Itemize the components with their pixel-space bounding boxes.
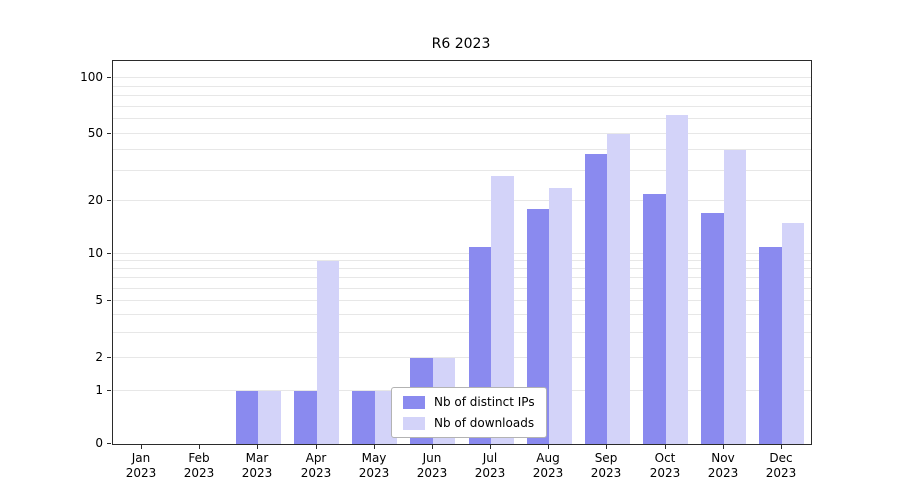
x-tick-mark	[257, 445, 258, 449]
x-tick-label: Apr 2023	[300, 451, 332, 480]
y-tick-label: 1	[95, 383, 103, 397]
bar-distinct-ips-dec	[759, 246, 782, 444]
bar-distinct-ips-may	[352, 391, 375, 444]
y-tick-label: 5	[95, 293, 103, 307]
gridline	[113, 253, 811, 254]
y-tick-mark	[107, 300, 111, 301]
y-tick-mark	[107, 133, 111, 134]
y-tick-label: 20	[87, 193, 103, 207]
x-tick-label: Jun 2023	[416, 451, 448, 480]
bar-distinct-ips-mar	[235, 391, 259, 444]
y-tick-mark	[107, 357, 111, 358]
x-tick-mark	[606, 445, 607, 449]
gridline	[113, 313, 811, 315]
x-tick-mark	[141, 445, 142, 449]
legend-label-distinct-ips: Nb of distinct IPs	[434, 395, 535, 409]
bar-distinct-ips-oct	[643, 194, 666, 444]
y-tick-label: 10	[87, 246, 103, 260]
y-tick-label: 0	[95, 436, 103, 450]
x-tick-label: Aug 2023	[532, 451, 564, 480]
bar-downloads-jul	[491, 176, 514, 444]
x-tick-mark	[199, 445, 200, 449]
x-tick-mark	[781, 445, 782, 449]
legend-item-distinct-ips: Nb of distinct IPs	[403, 395, 535, 409]
x-tick-label: Mar 2023	[241, 451, 273, 480]
x-tick-label: Jan 2023	[125, 451, 157, 480]
bar-downloads-apr	[316, 261, 340, 444]
x-tick-label: Sep 2023	[590, 451, 622, 480]
legend-item-downloads: Nb of downloads	[403, 416, 535, 430]
y-tick-mark	[107, 390, 111, 391]
x-tick-mark	[374, 445, 375, 449]
legend-swatch-distinct-ips	[403, 395, 425, 409]
x-tick-label: Dec 2023	[765, 451, 797, 480]
gridline	[113, 260, 811, 262]
gridline	[113, 133, 811, 134]
gridline	[113, 95, 811, 97]
gridline	[113, 170, 811, 172]
x-tick-label: Jul 2023	[474, 451, 506, 480]
x-tick-label: Nov 2023	[707, 451, 739, 480]
x-tick-mark	[432, 445, 433, 449]
bar-distinct-ips-nov	[701, 213, 724, 444]
legend: Nb of distinct IPs Nb of downloads	[391, 387, 547, 438]
bar-downloads-sep	[607, 134, 630, 444]
y-tick-label: 100	[80, 70, 103, 84]
gridline	[113, 331, 811, 333]
bar-downloads-mar	[258, 391, 281, 444]
x-tick-mark	[548, 445, 549, 449]
legend-label-downloads: Nb of downloads	[434, 416, 535, 430]
legend-swatch-downloads	[403, 416, 425, 430]
gridline	[113, 149, 811, 151]
y-tick-label: 50	[87, 126, 103, 140]
gridline	[113, 268, 811, 270]
x-tick-label: Feb 2023	[183, 451, 215, 480]
gridline	[113, 200, 811, 201]
bar-distinct-ips-sep	[584, 154, 608, 444]
bar-downloads-aug	[549, 187, 572, 444]
gridline	[113, 300, 811, 301]
y-tick-mark	[107, 77, 111, 78]
x-tick-mark	[723, 445, 724, 449]
plot-area: Nb of distinct IPs Nb of downloads	[112, 60, 812, 445]
bar-distinct-ips-apr	[294, 391, 317, 444]
y-tick-mark	[107, 200, 111, 201]
x-tick-mark	[665, 445, 666, 449]
gridline	[113, 287, 811, 289]
gridline	[113, 118, 811, 120]
gridline	[113, 277, 811, 279]
bar-downloads-dec	[781, 223, 805, 444]
gridline	[113, 77, 811, 79]
gridline	[113, 85, 811, 87]
y-tick-mark	[107, 443, 111, 444]
bar-downloads-oct	[665, 115, 689, 444]
x-tick-label: Oct 2023	[649, 451, 681, 480]
x-tick-mark	[490, 445, 491, 449]
y-tick-label: 2	[95, 350, 103, 364]
x-tick-label: May 2023	[358, 451, 390, 480]
bar-downloads-nov	[723, 150, 747, 444]
gridline	[113, 105, 811, 107]
x-tick-mark	[316, 445, 317, 449]
y-tick-mark	[107, 253, 111, 254]
gridline	[113, 357, 811, 359]
chart-title: R6 2023	[431, 36, 491, 52]
bar-distinct-ips-aug	[526, 209, 550, 444]
